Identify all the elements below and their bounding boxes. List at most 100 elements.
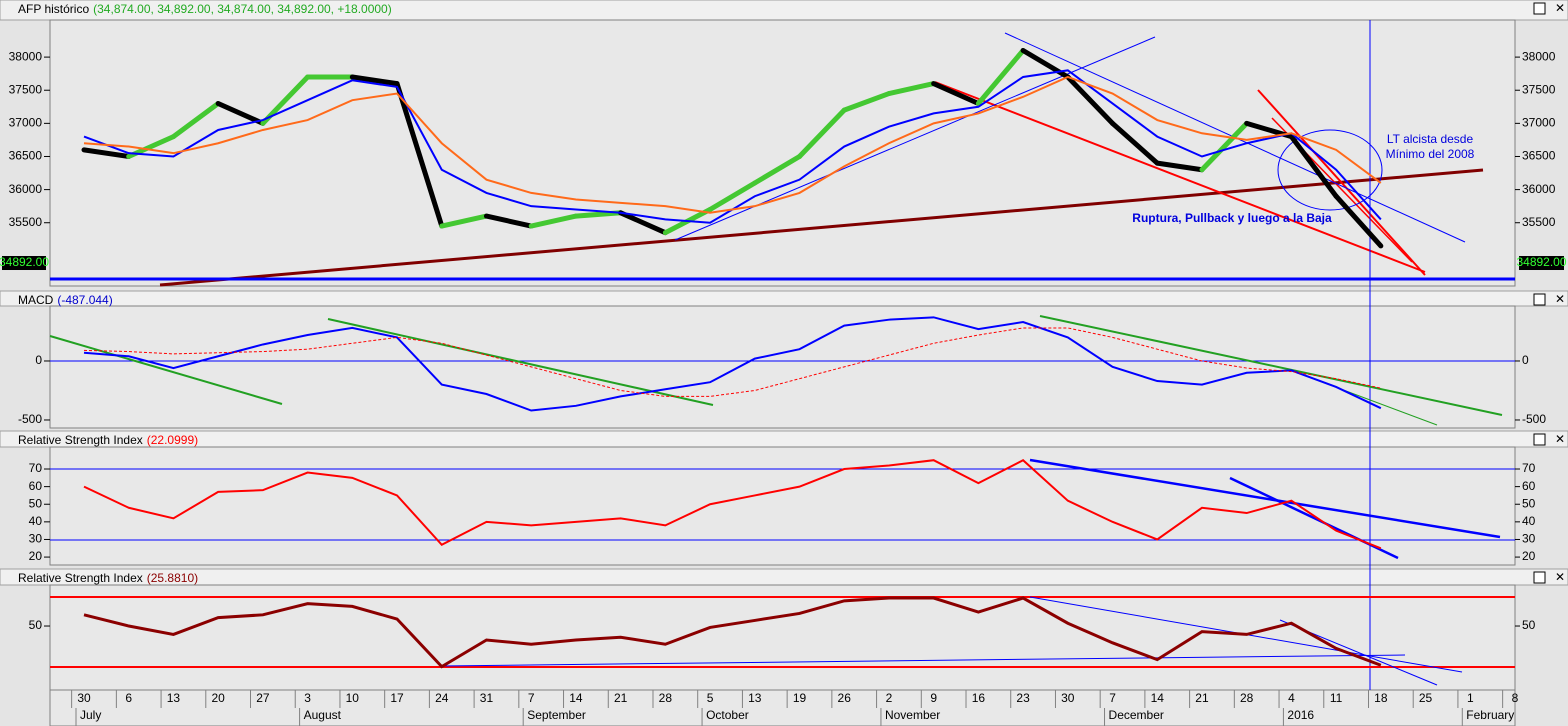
panel-title-name: Relative Strength Index	[18, 571, 143, 585]
window-button: ✕	[1555, 292, 1565, 306]
trend-line	[159, 168, 1484, 287]
month-label: November	[885, 708, 940, 722]
window-button: ✕	[1555, 570, 1565, 584]
current-value-box	[2, 256, 46, 271]
trend-line	[327, 318, 714, 406]
price-segment	[215, 100, 266, 126]
title-bar	[0, 568, 1568, 586]
x-tick-label: 23	[1016, 691, 1030, 705]
y-tick-label: 35500	[1522, 215, 1556, 229]
x-tick-label: 19	[793, 691, 807, 705]
price-segment	[931, 81, 981, 106]
y-tick-label: -500	[1522, 412, 1546, 426]
price-segment	[975, 47, 1026, 106]
y-tick-label: 36000	[9, 182, 43, 196]
x-tick-label: 27	[256, 691, 270, 705]
current-value-box	[1519, 256, 1564, 271]
trend-line	[1029, 458, 1501, 539]
y-tick-label: 20	[1522, 549, 1536, 563]
y-tick-label: 50	[1522, 618, 1536, 632]
price-segment	[752, 153, 802, 186]
panel-title-value: (22.0999)	[147, 433, 198, 447]
y-tick-label: 37000	[9, 116, 43, 130]
x-tick-label: 24	[435, 691, 449, 705]
price-segment	[439, 213, 489, 229]
y-tick-label: -500	[18, 412, 42, 426]
title-bar	[0, 430, 1568, 448]
window-button	[1533, 433, 1546, 446]
trend-line	[439, 654, 1406, 667]
price-segment	[1110, 120, 1160, 166]
y-tick-label: 70	[1522, 461, 1536, 475]
y-tick-label: 36000	[1522, 182, 1556, 196]
series-line	[83, 596, 1382, 669]
current-value-label: 34892.00	[1516, 255, 1566, 269]
window-button	[1533, 571, 1546, 584]
panel-title: Relative Strength Index (25.8810)	[18, 571, 198, 585]
panel-title-value: (34,874.00, 34,892.00, 34,874.00, 34,892…	[93, 2, 392, 16]
y-tick-label: 40	[1522, 514, 1536, 528]
price-segment	[81, 147, 132, 159]
x-tick-label: 20	[211, 691, 225, 705]
panel-title-name: AFP histórico	[18, 2, 89, 16]
x-tick-label: 7	[1109, 691, 1116, 705]
price-segment	[394, 81, 445, 229]
x-tick-label: 11	[1330, 691, 1343, 705]
x-tick-label: 6	[125, 691, 132, 705]
trend-line	[49, 335, 283, 405]
price-segment	[841, 91, 892, 113]
x-tick-label: 13	[167, 691, 181, 705]
x-tick-label: 13	[748, 691, 762, 705]
panel-title-name: MACD	[18, 293, 54, 307]
plot-area	[49, 446, 1516, 566]
month-label: September	[527, 708, 586, 722]
trend-line	[1039, 315, 1503, 416]
y-tick-label: 70	[29, 461, 43, 475]
x-tick-label: 18	[1374, 691, 1388, 705]
title-bar	[0, 290, 1568, 307]
y-tick-label: 40	[29, 514, 43, 528]
x-tick-label: 21	[614, 691, 628, 705]
month-label: December	[1109, 708, 1164, 722]
price-segment	[170, 100, 221, 140]
x-tick-label: 16	[972, 691, 986, 705]
x-tick-label: 25	[1419, 691, 1433, 705]
window-button	[1533, 2, 1546, 15]
x-tick-label: 9	[930, 691, 937, 705]
annotation: Mínimo del 2008	[1386, 147, 1475, 161]
y-tick-label: 38000	[1522, 49, 1556, 63]
y-tick-label: 20	[29, 549, 43, 563]
panel-title: Relative Strength Index (22.0999)	[18, 433, 198, 447]
y-tick-label: 37000	[1522, 116, 1556, 130]
price-segment	[707, 180, 758, 212]
x-tick-label: 4	[1288, 691, 1295, 705]
price-segment	[1154, 160, 1205, 173]
y-tick-label: 36500	[9, 149, 43, 163]
highlight-ellipse	[1277, 129, 1383, 211]
x-tick-label: 26	[838, 691, 852, 705]
y-tick-label: 36500	[1522, 149, 1556, 163]
x-tick-label: 5	[707, 691, 714, 705]
panel-title-name: Relative Strength Index	[18, 433, 143, 447]
price-segment	[886, 81, 937, 97]
x-tick-label: 30	[77, 691, 91, 705]
x-tick-label: 14	[569, 691, 583, 705]
x-axis-area	[49, 689, 1516, 726]
y-tick-label: 60	[1522, 479, 1536, 493]
y-tick-label: 60	[29, 479, 43, 493]
month-label: February	[1466, 708, 1514, 722]
month-label: August	[304, 708, 342, 722]
y-tick-label: 30	[29, 532, 43, 546]
price-segment	[1333, 193, 1384, 249]
x-tick-label: 8	[1512, 691, 1519, 705]
price-segment	[260, 74, 311, 126]
y-tick-label: 37500	[9, 82, 43, 96]
annotation: Ruptura, Pullback y luego a la Baja	[1132, 211, 1332, 225]
x-tick-label: 7	[528, 691, 535, 705]
panel-title-value: (-487.044)	[57, 293, 112, 307]
panel-title-value: (25.8810)	[147, 571, 198, 585]
y-tick-label: 50	[29, 618, 43, 632]
price-segment	[1288, 134, 1339, 199]
